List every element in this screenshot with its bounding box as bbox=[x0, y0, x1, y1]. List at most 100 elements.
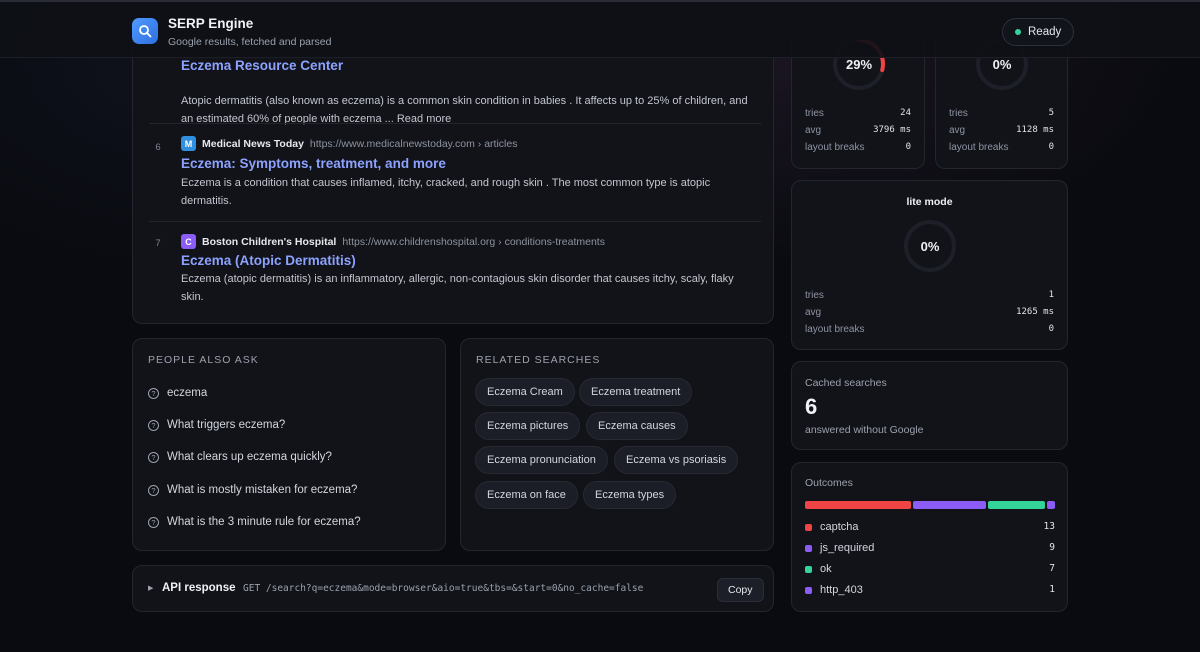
stat-value: 24 bbox=[900, 108, 911, 118]
stat-tries: tries 24 bbox=[805, 108, 911, 119]
result-snippet: Eczema is a condition that causes inflam… bbox=[181, 177, 711, 207]
source-name: Medical News Today bbox=[202, 137, 304, 150]
result-title-link[interactable]: Eczema: Symptoms, treatment, and more bbox=[181, 156, 446, 171]
stat-label: layout breaks bbox=[949, 142, 1009, 153]
api-response-panel: ▶ API response GET /search?q=eczema&mode… bbox=[132, 565, 774, 612]
outcome-label: ok bbox=[820, 563, 832, 575]
success-ring: 0% bbox=[902, 218, 958, 274]
paa-question-text: eczema bbox=[167, 387, 208, 399]
related-searches-card: RELATED SEARCHES Eczema Cream Eczema tre… bbox=[460, 338, 774, 551]
success-ring: 0% bbox=[974, 40, 1030, 92]
outcomes-card: Outcomes captcha 13 js_required 9 ok 7 http… bbox=[791, 462, 1068, 612]
medical-news-today-favicon-icon: M bbox=[181, 136, 196, 151]
api-request-path: GET /search?q=eczema&mode=browser&aio=tr… bbox=[243, 583, 644, 594]
stat-label: tries bbox=[949, 108, 968, 119]
question-icon: ? bbox=[148, 451, 159, 463]
legend-swatch bbox=[805, 523, 812, 531]
stat-label: avg bbox=[949, 125, 966, 136]
api-response-toggle[interactable]: API response bbox=[162, 582, 236, 594]
related-search-chip[interactable]: Eczema pronunciation bbox=[475, 446, 608, 474]
paa-question[interactable]: ? What is the 3 minute rule for eczema? bbox=[148, 516, 361, 528]
paa-question-text: What is the 3 minute rule for eczema? bbox=[167, 516, 361, 528]
related-search-chip[interactable]: Eczema Cream bbox=[475, 378, 575, 406]
stat-layout-breaks: layout breaks 0 bbox=[805, 142, 911, 153]
paa-question[interactable]: ? eczema bbox=[148, 387, 207, 399]
result-title-link[interactable]: Eczema Resource Center bbox=[181, 58, 344, 73]
outcome-bar-segment bbox=[805, 501, 911, 509]
result-title-link[interactable]: Eczema (Atopic Dermatitis) bbox=[181, 253, 356, 268]
app-header: SERP Engine Google results, fetched and … bbox=[0, 0, 1200, 58]
outcomes-title: Outcomes bbox=[805, 477, 853, 489]
cached-label: Cached searches bbox=[805, 377, 887, 389]
app-title: SERP Engine bbox=[168, 16, 254, 31]
cached-searches-card: Cached searches 6 answered without Googl… bbox=[791, 361, 1068, 450]
stat-label: avg bbox=[805, 307, 822, 318]
paa-question[interactable]: ? What is mostly mistaken for eczema? bbox=[148, 484, 357, 496]
related-search-chip[interactable]: Eczema pictures bbox=[475, 412, 581, 440]
paa-question[interactable]: ? What triggers eczema? bbox=[148, 419, 285, 431]
mode-title: lite mode bbox=[906, 196, 953, 208]
cached-subtitle: answered without Google bbox=[805, 424, 924, 436]
result-source: M Medical News Today https://www.medical… bbox=[181, 136, 517, 151]
search-icon[interactable] bbox=[132, 18, 158, 44]
result-snippet: Atopic dermatitis (also known as eczema)… bbox=[181, 95, 748, 125]
stat-value: 3796 ms bbox=[873, 125, 911, 135]
outcome-row: ok 7 bbox=[805, 563, 1055, 575]
outcome-row: js_required 9 bbox=[805, 542, 1055, 554]
related-search-chip[interactable]: Eczema types bbox=[583, 481, 677, 509]
stat-tries: tries 1 bbox=[805, 290, 1054, 301]
mode-card-fast: 0% tries 5 avg 1128 ms layout breaks 0 bbox=[935, 40, 1068, 169]
stat-value: 0 bbox=[1048, 142, 1054, 152]
result-divider bbox=[149, 123, 761, 124]
paa-question[interactable]: ? What clears up eczema quickly? bbox=[148, 451, 332, 463]
stat-value: 0 bbox=[905, 142, 911, 152]
stat-avg: avg 3796 ms bbox=[805, 125, 911, 136]
stat-value: 5 bbox=[1048, 108, 1054, 118]
source-url[interactable]: https://www.medicalnewstoday.com › artic… bbox=[309, 137, 518, 150]
status-badge: Ready bbox=[1002, 18, 1075, 46]
expand-triangle-icon[interactable]: ▶ bbox=[148, 585, 154, 592]
people-also-ask-card: PEOPLE ALSO ASK ? eczema ? What triggers e… bbox=[132, 338, 446, 551]
status-dot-icon bbox=[1015, 29, 1021, 35]
related-search-chip[interactable]: Eczema on face bbox=[475, 481, 578, 509]
outcome-count: 9 bbox=[1049, 542, 1055, 553]
result-rank: 7 bbox=[155, 237, 161, 249]
section-heading: PEOPLE ALSO ASK bbox=[148, 354, 259, 366]
copy-button[interactable]: Copy bbox=[717, 578, 764, 602]
outcome-label: js_required bbox=[820, 542, 875, 554]
result-source: C Boston Children's Hospital https://www… bbox=[181, 234, 605, 249]
stat-avg: avg 1265 ms bbox=[805, 307, 1054, 318]
outcome-count: 7 bbox=[1049, 563, 1055, 574]
stat-label: tries bbox=[805, 290, 824, 301]
search-results-card: Eczema Resource Center Atopic dermatitis… bbox=[132, 40, 774, 324]
stat-layout-breaks: layout breaks 0 bbox=[949, 142, 1054, 153]
outcome-count: 13 bbox=[1043, 521, 1055, 532]
source-url[interactable]: https://www.childrenshospital.org › cond… bbox=[342, 235, 605, 248]
outcome-label: captcha bbox=[820, 521, 859, 533]
stat-value: 0 bbox=[1048, 324, 1054, 334]
outcome-row: captcha 13 bbox=[805, 521, 1055, 533]
question-icon: ? bbox=[148, 419, 159, 431]
stat-label: layout breaks bbox=[805, 324, 865, 335]
outcome-bar-segment bbox=[987, 501, 1045, 509]
outcome-label: http_403 bbox=[820, 584, 863, 596]
stat-avg: avg 1128 ms bbox=[949, 125, 1054, 136]
source-name: Boston Children's Hospital bbox=[202, 235, 337, 248]
stat-label: layout breaks bbox=[805, 142, 865, 153]
related-search-chip[interactable]: Eczema vs psoriasis bbox=[614, 446, 739, 474]
boston-childrens-favicon-icon: C bbox=[181, 234, 196, 249]
stat-value: 1128 ms bbox=[1016, 125, 1054, 135]
paa-question-text: What triggers eczema? bbox=[167, 419, 286, 431]
related-search-chip[interactable]: Eczema causes bbox=[586, 412, 688, 440]
related-search-chip[interactable]: Eczema treatment bbox=[579, 378, 693, 406]
question-icon: ? bbox=[148, 387, 159, 399]
stat-label: tries bbox=[805, 108, 824, 119]
outcome-bar-segment bbox=[912, 501, 986, 509]
outcome-bar-segment bbox=[1046, 501, 1055, 509]
status-text: Ready bbox=[1028, 26, 1062, 38]
mode-card-browser: 29% tries 24 avg 3796 ms layout breaks 0 bbox=[791, 40, 925, 169]
question-icon: ? bbox=[148, 484, 159, 496]
success-percent: 0% bbox=[920, 238, 940, 254]
cached-count: 6 bbox=[805, 394, 818, 419]
legend-swatch bbox=[805, 586, 812, 594]
